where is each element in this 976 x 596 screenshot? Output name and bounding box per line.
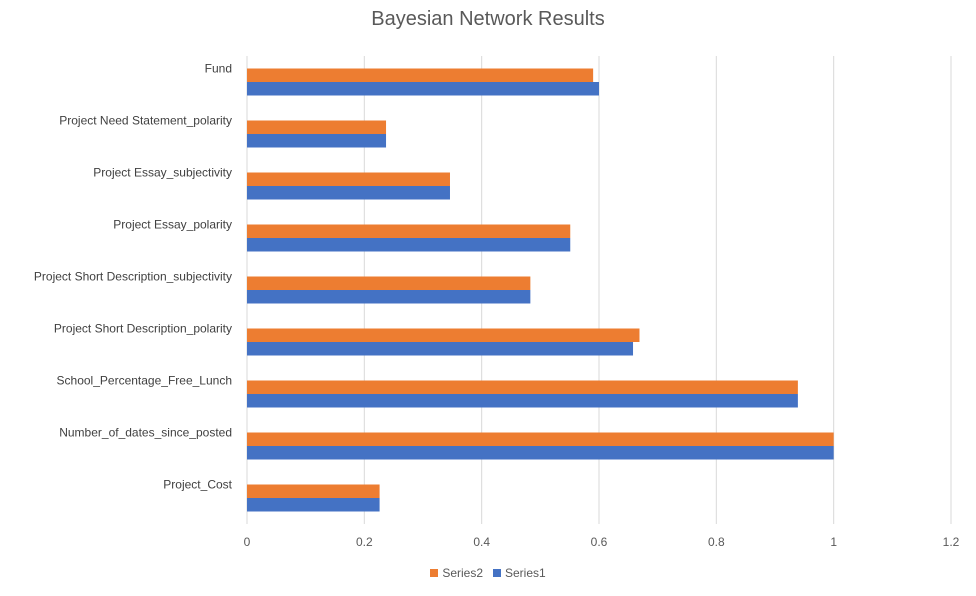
- bar-series1: [247, 498, 380, 512]
- category-label: Project Essay_polarity: [113, 218, 232, 232]
- bar-series2: [247, 328, 640, 342]
- legend-swatch-series2: [430, 569, 439, 577]
- bar-series1: [247, 394, 798, 408]
- x-tick-label: 1: [830, 535, 837, 549]
- bar-series2: [247, 432, 834, 446]
- bar-series1: [247, 446, 834, 460]
- category-label: Fund: [205, 62, 232, 76]
- x-tick-label: 0.2: [356, 535, 373, 549]
- bar-series2: [247, 224, 571, 238]
- category-label: Project Need Statement_polarity: [59, 114, 232, 128]
- bar-series1: [247, 290, 531, 304]
- category-label: Project Short Description_polarity: [54, 322, 232, 336]
- category-label: Project Essay_subjectivity: [93, 166, 232, 180]
- bar-series1: [247, 238, 571, 252]
- category-label: Project_Cost: [163, 478, 232, 492]
- bar-series2: [247, 68, 594, 82]
- x-tick-label: 0.8: [708, 535, 725, 549]
- category-labels: Fund Project Need Statement_polarity Proje…: [34, 62, 233, 492]
- legend-label-series1: Series1: [505, 566, 546, 580]
- legend: Series2 Series1: [0, 566, 976, 580]
- bar-series2: [247, 172, 450, 186]
- category-label: Project Short Description_subjectivity: [34, 270, 232, 284]
- legend-item-series1: Series1: [493, 566, 546, 580]
- bar-series1: [247, 82, 599, 96]
- bar-series1: [247, 186, 450, 200]
- bar-series1: [247, 134, 387, 148]
- legend-item-series2: Series2: [430, 566, 483, 580]
- category-label: School_Percentage_Free_Lunch: [57, 374, 232, 388]
- x-tick-label: 0: [244, 535, 251, 549]
- bar-series2: [247, 120, 387, 134]
- bars: [247, 68, 834, 512]
- x-tick-label: 0.4: [473, 535, 490, 549]
- category-label: Number_of_dates_since_posted: [59, 426, 232, 440]
- bar-series2: [247, 276, 531, 290]
- legend-swatch-series1: [493, 569, 501, 577]
- chart-title: Bayesian Network Results: [371, 8, 605, 30]
- bar-series2: [247, 380, 798, 394]
- x-tick-labels: 0 0.2 0.4 0.6 0.8 1 1.2: [244, 535, 960, 549]
- bar-series2: [247, 484, 380, 498]
- x-tick-label: 0.6: [591, 535, 608, 549]
- bar-series1: [247, 342, 634, 356]
- x-tick-label: 1.2: [943, 535, 960, 549]
- legend-label-series2: Series2: [442, 566, 483, 580]
